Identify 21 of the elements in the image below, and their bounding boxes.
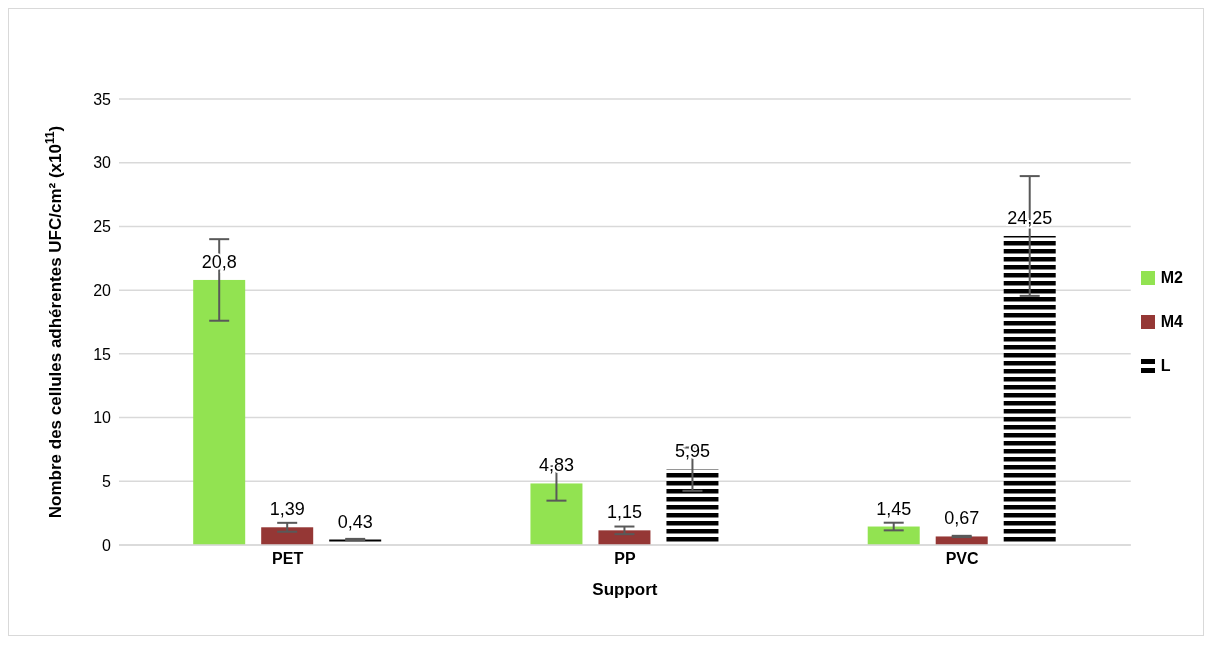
y-tick-label: 0 [102,536,112,554]
data-label: 4,83 [538,455,574,476]
y-tick-label: 30 [93,154,112,172]
y-tick-label: 25 [93,218,112,236]
legend-label: M4 [1160,313,1183,331]
x-tick-label: PET [272,550,304,568]
x-tick-label: PVC [945,550,980,568]
y-tick-label: 35 [93,90,112,108]
y-tick-label: 20 [93,281,112,299]
x-tick-label: PP [614,550,636,568]
x-axis-title: Support [592,580,658,599]
data-label: 1,39 [269,499,305,520]
data-label: 1,15 [606,502,642,523]
y-tick-label: 5 [102,472,112,490]
legend-label: M2 [1160,269,1183,287]
y-tick-label: 10 [93,409,112,427]
data-label: 0,43 [337,511,373,532]
data-label: 1,45 [876,498,912,519]
data-label: 0,67 [944,508,980,529]
y-tick-label: 15 [93,345,112,363]
legend-label: L [1160,357,1171,375]
